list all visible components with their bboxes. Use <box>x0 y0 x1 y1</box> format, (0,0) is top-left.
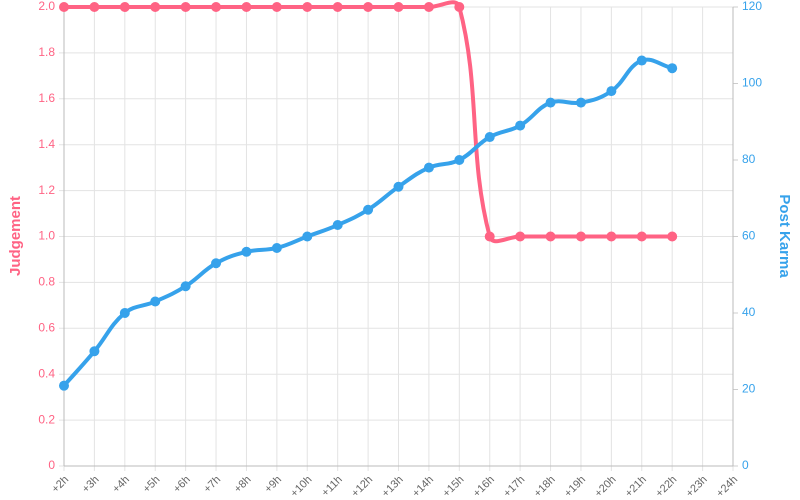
point <box>575 97 586 108</box>
x-tick-label: +14h <box>410 474 436 500</box>
x-tick-label: +21h <box>623 474 649 500</box>
point <box>545 231 556 242</box>
point <box>89 346 100 357</box>
x-tick-label: +18h <box>532 474 558 500</box>
point <box>241 2 252 12</box>
y2-tick-label: 120 <box>742 0 762 13</box>
point <box>211 2 222 12</box>
point <box>332 220 343 231</box>
y-tick-label: 1.6 <box>38 91 55 105</box>
point <box>606 231 617 242</box>
x-tick-label: +20h <box>593 474 619 500</box>
point <box>606 86 617 97</box>
point <box>59 2 69 12</box>
x-tick-label: +6h <box>171 474 193 496</box>
y2-tick-label: 100 <box>742 76 762 90</box>
point <box>271 2 282 12</box>
y-axis-title: Judgement <box>7 196 24 276</box>
y-tick-label: 0.6 <box>38 320 55 334</box>
y2-axis-title: Post Karma <box>776 194 793 278</box>
point <box>363 204 374 215</box>
x-tick-label: +10h <box>288 474 314 500</box>
y-tick-label: 0.2 <box>38 412 55 426</box>
y-tick-label: 1.0 <box>38 229 55 243</box>
x-tick-label: +17h <box>501 474 527 500</box>
y-tick-label: 2.0 <box>38 0 55 13</box>
x-tick-label: +4h <box>110 474 132 496</box>
point <box>271 242 282 253</box>
y2-tick-label: 80 <box>742 152 756 166</box>
y-tick-label: 1.4 <box>38 137 55 151</box>
point <box>454 2 465 12</box>
point <box>393 2 404 12</box>
y-tick-label: 0 <box>48 458 55 472</box>
x-tick-label: +3h <box>80 474 102 496</box>
x-tick-label: +2h <box>49 474 71 496</box>
x-tick-label: +8h <box>232 474 254 496</box>
point <box>575 231 586 242</box>
x-tick-label: +11h <box>319 474 344 499</box>
point <box>150 296 161 307</box>
point <box>636 55 647 66</box>
y2-tick-label: 60 <box>742 229 756 243</box>
point <box>393 181 404 192</box>
x-tick-label: +9h <box>262 474 284 496</box>
point <box>515 231 526 242</box>
point <box>636 231 647 242</box>
x-tick-label: +23h <box>684 474 710 500</box>
point <box>667 63 678 74</box>
y2-tick-label: 40 <box>742 305 756 319</box>
point <box>484 132 495 143</box>
y-tick-label: 0.4 <box>38 366 55 380</box>
point <box>515 120 526 131</box>
x-tick-label: +13h <box>380 474 406 500</box>
point <box>454 155 465 165</box>
x-tick-label: +12h <box>349 474 375 500</box>
x-tick-label: +15h <box>440 474 466 500</box>
point <box>667 231 678 242</box>
y2-tick-label: 0 <box>742 458 749 472</box>
x-tick-label: +22h <box>653 474 679 500</box>
y2-tick-label: 20 <box>742 382 756 396</box>
x-tick-label: +24h <box>714 474 740 500</box>
point <box>423 2 434 12</box>
x-tick-label: +5h <box>141 474 163 496</box>
point <box>363 2 374 12</box>
point <box>241 246 252 257</box>
point <box>59 380 69 391</box>
point <box>545 97 556 108</box>
y-tick-label: 0.8 <box>38 275 55 289</box>
point <box>119 308 130 318</box>
point <box>484 231 495 242</box>
y-tick-label: 1.8 <box>38 45 55 59</box>
series-line <box>64 0 673 244</box>
point <box>302 2 313 12</box>
point <box>423 162 434 173</box>
x-tick-label: +19h <box>562 474 588 500</box>
point <box>332 2 343 12</box>
point <box>119 2 130 12</box>
x-tick-label: +16h <box>471 474 497 500</box>
y-tick-label: 1.2 <box>38 183 55 197</box>
x-tick-label: +7h <box>202 474 224 496</box>
point <box>211 258 222 269</box>
point <box>180 2 191 12</box>
point <box>89 2 100 12</box>
point <box>302 231 313 242</box>
point <box>180 281 191 292</box>
point <box>150 2 161 12</box>
